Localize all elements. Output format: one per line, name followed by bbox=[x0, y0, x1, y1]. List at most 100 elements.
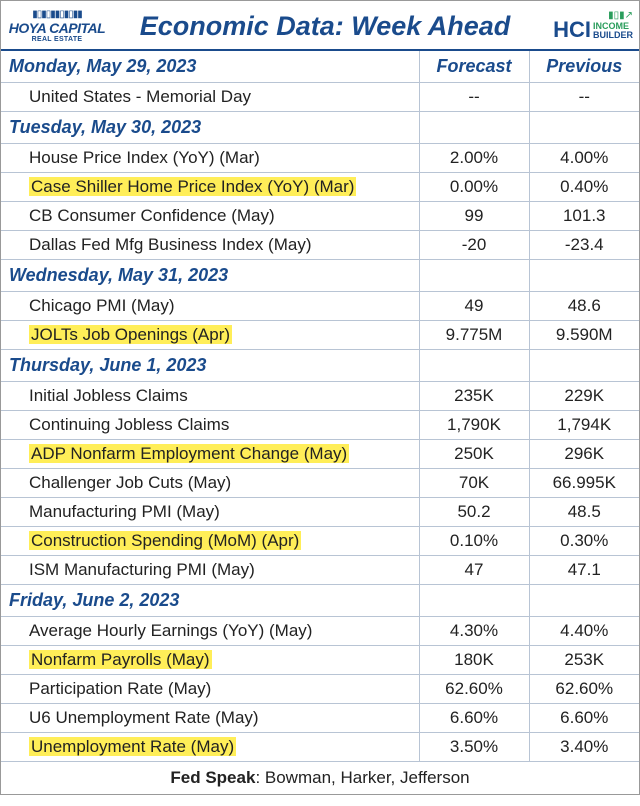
label-cell: JOLTs Job Openings (Apr) bbox=[1, 321, 419, 350]
hoya-capital-logo: ▮▯▮▯▮▮▯▮▯▮▮ HOYA CAPITAL REAL ESTATE bbox=[7, 9, 107, 43]
data-row: Dallas Fed Mfg Business Index (May)-20-2… bbox=[1, 231, 639, 260]
label-cell: Dallas Fed Mfg Business Index (May) bbox=[1, 231, 419, 260]
empty-cell bbox=[419, 260, 529, 292]
day-label: Tuesday, May 30, 2023 bbox=[1, 112, 419, 144]
row-label: Participation Rate (May) bbox=[29, 679, 211, 698]
forecast-cell: 0.00% bbox=[419, 173, 529, 202]
label-cell: United States - Memorial Day bbox=[1, 83, 419, 112]
row-label: Average Hourly Earnings (YoY) (May) bbox=[29, 621, 312, 640]
data-row: Participation Rate (May) 62.60%62.60% bbox=[1, 675, 639, 704]
forecast-cell: 250K bbox=[419, 440, 529, 469]
empty-cell bbox=[419, 585, 529, 617]
empty-cell bbox=[529, 350, 639, 382]
column-header-row: Monday, May 29, 2023ForecastPrevious bbox=[1, 51, 639, 83]
day-header-row: Friday, June 2, 2023 bbox=[1, 585, 639, 617]
label-cell: Unemployment Rate (May) bbox=[1, 733, 419, 762]
previous-cell: 4.00% bbox=[529, 144, 639, 173]
label-cell: Chicago PMI (May) bbox=[1, 292, 419, 321]
data-row: House Price Index (YoY) (Mar) 2.00%4.00% bbox=[1, 144, 639, 173]
label-cell: Case Shiller Home Price Index (YoY) (Mar… bbox=[1, 173, 419, 202]
forecast-cell: 1,790K bbox=[419, 411, 529, 440]
empty-cell bbox=[529, 112, 639, 144]
previous-cell: 62.60% bbox=[529, 675, 639, 704]
forecast-cell: 99 bbox=[419, 202, 529, 231]
forecast-cell: 62.60% bbox=[419, 675, 529, 704]
day-header-row: Thursday, June 1, 2023 bbox=[1, 350, 639, 382]
empty-cell bbox=[419, 350, 529, 382]
data-row: Initial Jobless Claims235K229K bbox=[1, 382, 639, 411]
hoya-logo-sub: REAL ESTATE bbox=[32, 36, 83, 43]
empty-cell bbox=[529, 585, 639, 617]
forecast-cell: 9.775M bbox=[419, 321, 529, 350]
forecast-cell: 0.10% bbox=[419, 527, 529, 556]
row-label: Nonfarm Payrolls (May) bbox=[29, 650, 212, 669]
data-row: Manufacturing PMI (May)50.248.5 bbox=[1, 498, 639, 527]
row-label: House Price Index (YoY) (Mar) bbox=[29, 148, 260, 167]
label-cell: House Price Index (YoY) (Mar) bbox=[1, 144, 419, 173]
data-row: Chicago PMI (May) 4948.6 bbox=[1, 292, 639, 321]
forecast-cell: 3.50% bbox=[419, 733, 529, 762]
previous-cell: 3.40% bbox=[529, 733, 639, 762]
data-row: CB Consumer Confidence (May) 99101.3 bbox=[1, 202, 639, 231]
data-row: Unemployment Rate (May) 3.50%3.40% bbox=[1, 733, 639, 762]
hci-logo: ▮▯▮↗ HCI INCOME BUILDER bbox=[543, 12, 633, 40]
hci-builder-text: BUILDER bbox=[593, 31, 633, 40]
previous-cell: 101.3 bbox=[529, 202, 639, 231]
previous-cell: -23.4 bbox=[529, 231, 639, 260]
forecast-cell: 2.00% bbox=[419, 144, 529, 173]
previous-cell: 296K bbox=[529, 440, 639, 469]
data-row: Construction Spending (MoM) (Apr) 0.10%0.… bbox=[1, 527, 639, 556]
previous-cell: 48.5 bbox=[529, 498, 639, 527]
footer-row: Fed Speak: Bowman, Harker, Jefferson bbox=[1, 762, 639, 795]
page-header: ▮▯▮▯▮▮▯▮▯▮▮ HOYA CAPITAL REAL ESTATE Eco… bbox=[1, 1, 639, 51]
label-cell: CB Consumer Confidence (May) bbox=[1, 202, 419, 231]
economic-calendar-page: ▮▯▮▯▮▮▯▮▯▮▮ HOYA CAPITAL REAL ESTATE Eco… bbox=[0, 0, 640, 795]
forecast-cell: 180K bbox=[419, 646, 529, 675]
row-label: ADP Nonfarm Employment Change (May) bbox=[29, 444, 349, 463]
previous-cell: 1,794K bbox=[529, 411, 639, 440]
data-row: Case Shiller Home Price Index (YoY) (Mar… bbox=[1, 173, 639, 202]
data-row: Challenger Job Cuts (May) 70K66.995K bbox=[1, 469, 639, 498]
previous-cell: 47.1 bbox=[529, 556, 639, 585]
row-label: Dallas Fed Mfg Business Index (May) bbox=[29, 235, 312, 254]
label-cell: Average Hourly Earnings (YoY) (May) bbox=[1, 617, 419, 646]
empty-cell bbox=[419, 112, 529, 144]
row-label: JOLTs Job Openings (Apr) bbox=[29, 325, 232, 344]
hoya-logo-text: HOYA CAPITAL bbox=[9, 20, 105, 36]
calendar-table: Monday, May 29, 2023ForecastPreviousUnit… bbox=[1, 51, 639, 794]
hci-letters: HCI bbox=[553, 20, 591, 40]
previous-cell: 48.6 bbox=[529, 292, 639, 321]
row-label: Chicago PMI (May) bbox=[29, 296, 174, 315]
fed-speak: Fed Speak: Bowman, Harker, Jefferson bbox=[1, 762, 639, 795]
row-label: CB Consumer Confidence (May) bbox=[29, 206, 275, 225]
forecast-cell: 47 bbox=[419, 556, 529, 585]
day-label: Thursday, June 1, 2023 bbox=[1, 350, 419, 382]
forecast-cell: 49 bbox=[419, 292, 529, 321]
previous-cell: 0.30% bbox=[529, 527, 639, 556]
data-row: JOLTs Job Openings (Apr)9.775M9.590M bbox=[1, 321, 639, 350]
label-cell: Initial Jobless Claims bbox=[1, 382, 419, 411]
data-row: Nonfarm Payrolls (May)180K253K bbox=[1, 646, 639, 675]
previous-cell: 66.995K bbox=[529, 469, 639, 498]
day-header-row: Wednesday, May 31, 2023 bbox=[1, 260, 639, 292]
skyline-icon: ▮▯▮▯▮▮▯▮▯▮▮ bbox=[32, 9, 82, 20]
row-label: Challenger Job Cuts (May) bbox=[29, 473, 231, 492]
label-cell: Manufacturing PMI (May) bbox=[1, 498, 419, 527]
day-label: Friday, June 2, 2023 bbox=[1, 585, 419, 617]
col-forecast: Forecast bbox=[419, 51, 529, 83]
day-header: Monday, May 29, 2023 bbox=[1, 51, 419, 83]
row-label: Case Shiller Home Price Index (YoY) (Mar… bbox=[29, 177, 356, 196]
row-label: Construction Spending (MoM) (Apr) bbox=[29, 531, 301, 550]
label-cell: Construction Spending (MoM) (Apr) bbox=[1, 527, 419, 556]
previous-cell: -- bbox=[529, 83, 639, 112]
forecast-cell: -- bbox=[419, 83, 529, 112]
day-header-row: Tuesday, May 30, 2023 bbox=[1, 112, 639, 144]
data-row: Continuing Jobless Claims1,790K1,794K bbox=[1, 411, 639, 440]
row-label: U6 Unemployment Rate (May) bbox=[29, 708, 259, 727]
row-label: Unemployment Rate (May) bbox=[29, 737, 236, 756]
label-cell: ADP Nonfarm Employment Change (May) bbox=[1, 440, 419, 469]
page-title: Economic Data: Week Ahead bbox=[107, 11, 543, 42]
forecast-cell: 70K bbox=[419, 469, 529, 498]
data-row: ISM Manufacturing PMI (May)4747.1 bbox=[1, 556, 639, 585]
data-row: ADP Nonfarm Employment Change (May) 250K2… bbox=[1, 440, 639, 469]
